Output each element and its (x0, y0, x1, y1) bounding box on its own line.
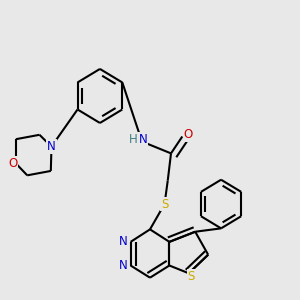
Text: N: N (119, 236, 128, 248)
Text: N: N (139, 134, 147, 146)
Text: O: O (184, 128, 193, 141)
Text: N: N (119, 259, 128, 272)
Text: N: N (47, 140, 56, 153)
Text: S: S (161, 197, 168, 211)
Text: H: H (129, 134, 138, 146)
Text: S: S (188, 270, 195, 283)
Text: O: O (8, 157, 17, 170)
